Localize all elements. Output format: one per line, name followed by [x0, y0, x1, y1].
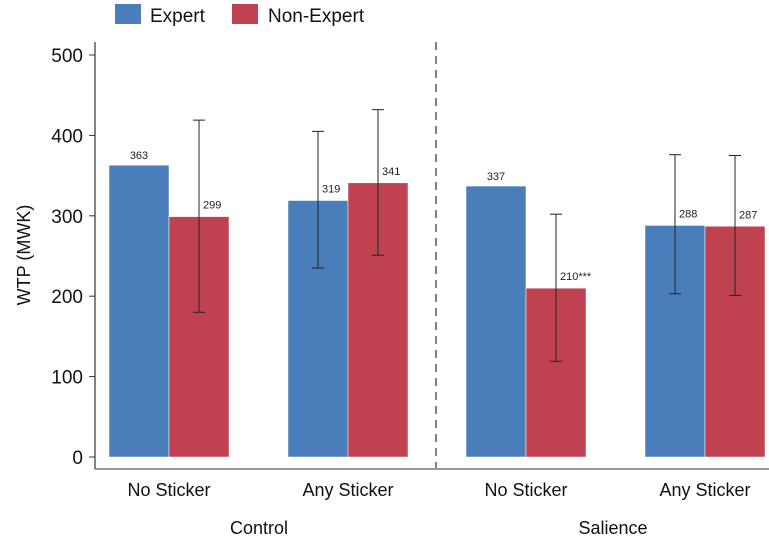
y-tick-label-300: 300 — [51, 207, 83, 228]
bar-control-no-sticker-expert — [108, 164, 170, 458]
data-label-control-no-sticker-non-expert: 299 — [203, 200, 221, 212]
y-tick-label-400: 400 — [51, 126, 83, 147]
error-bar-control-any-sticker-non-expert — [372, 109, 384, 256]
legend-swatch-non-expert — [232, 4, 258, 24]
x-category-salience-any-sticker: Any Sticker — [659, 480, 750, 500]
data-label-salience-any-sticker-expert: 288 — [679, 208, 697, 220]
x-category-control-no-sticker: No Sticker — [127, 480, 210, 500]
error-bar-control-no-sticker-non-expert — [193, 119, 205, 313]
y-tick-label-500: 500 — [51, 46, 83, 67]
bar-control-no-sticker-non-expert — [168, 216, 230, 458]
y-tick-label-200: 200 — [51, 287, 83, 308]
data-label-salience-no-sticker-non-expert: 210*** — [560, 271, 592, 283]
data-label-control-no-sticker-expert: 363 — [130, 150, 148, 162]
x-axis-categories: No Sticker Any Sticker No Sticker Any Stick… — [127, 480, 750, 500]
error-bar-salience-any-sticker-expert — [669, 154, 681, 295]
y-tick-label-0: 0 — [72, 448, 83, 469]
x-group-control: Control — [230, 518, 288, 538]
legend-swatch-expert — [115, 4, 141, 24]
x-group-salience: Salience — [578, 518, 647, 538]
legend-label-non-expert: Non-Expert — [268, 6, 365, 27]
bars — [108, 164, 766, 458]
data-labels: 363 299 319 341 337 210*** 288 287 — [130, 150, 758, 283]
legend-label-expert: Expert — [150, 6, 206, 27]
legend: Expert Non-Expert — [115, 4, 365, 27]
error-bars — [193, 109, 741, 362]
y-tick-label-100: 100 — [51, 368, 83, 389]
error-bar-salience-no-sticker-non-expert — [550, 213, 562, 362]
data-label-salience-no-sticker-expert: 337 — [487, 171, 505, 183]
y-axis-label: WTP (MWK) — [14, 205, 34, 306]
data-label-salience-any-sticker-non-expert: 287 — [739, 209, 757, 221]
x-category-control-any-sticker: Any Sticker — [302, 480, 393, 500]
data-label-control-any-sticker-expert: 319 — [322, 184, 340, 196]
bar-salience-no-sticker-expert — [465, 185, 527, 458]
data-label-control-any-sticker-non-expert: 341 — [382, 166, 400, 178]
x-category-salience-no-sticker: No Sticker — [484, 480, 567, 500]
error-bar-control-any-sticker-expert — [312, 130, 324, 269]
x-axis-groups: Control Salience — [230, 518, 648, 538]
error-bar-salience-any-sticker-non-expert — [729, 155, 741, 296]
y-axis: 0 100 200 300 400 500 — [51, 42, 769, 470]
